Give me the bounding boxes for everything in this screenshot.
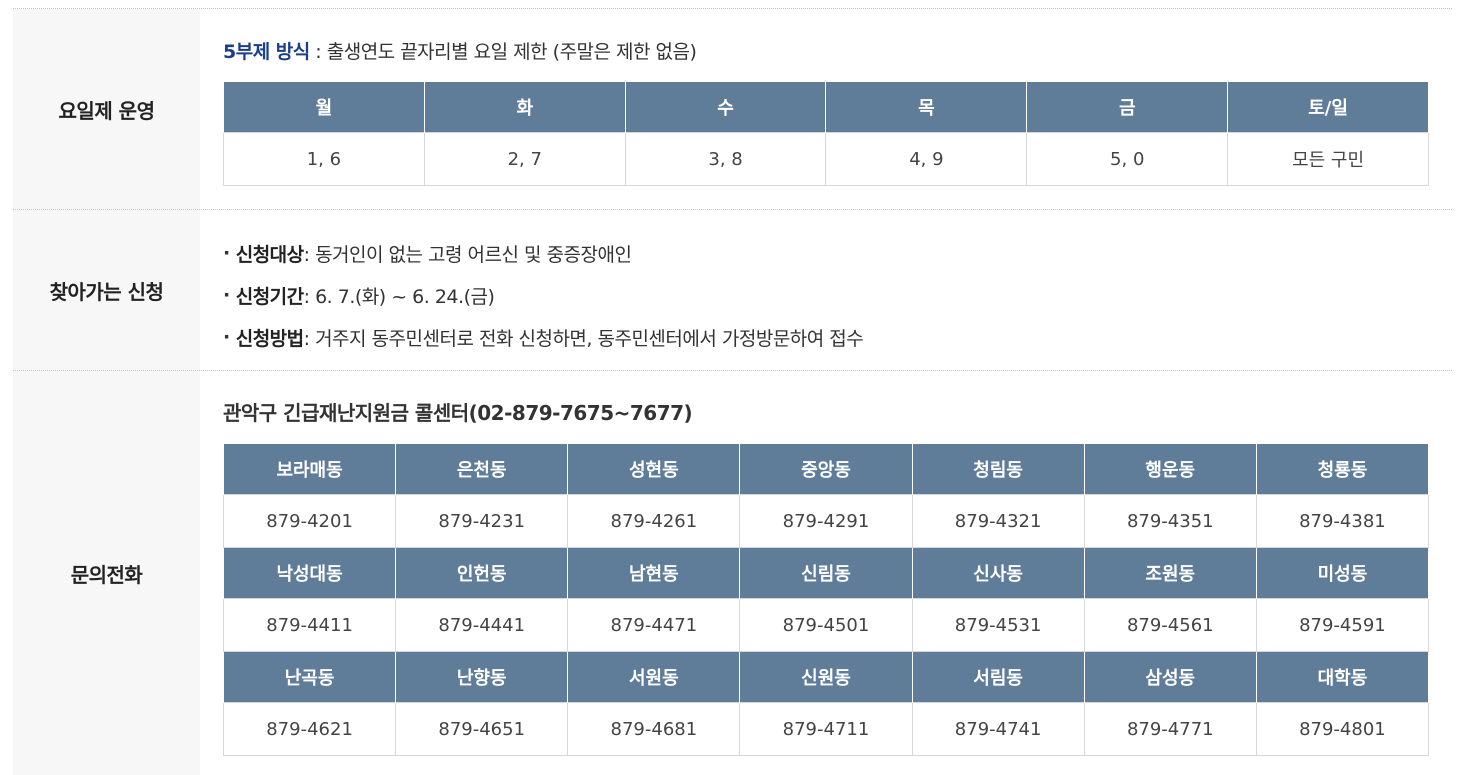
phone-number: 879-4231 (395, 494, 569, 548)
dong-name: 신사동 (911, 547, 1085, 599)
visit-list: · 신청대상 : 동거인이 없는 고령 어르신 및 중증장애인 · 신청기간 : 6… (223, 232, 864, 358)
phone-number: 879-4711 (739, 702, 913, 756)
phone-number: 879-4321 (911, 494, 1085, 548)
phone-number: 879-4501 (739, 598, 913, 652)
weekday-digits: 5, 0 (1026, 132, 1229, 186)
dong-name: 신림동 (739, 547, 913, 599)
phone-row: 879-4201 879-4231 879-4261 879-4291 879-… (222, 494, 1430, 548)
dong-name: 인헌동 (395, 547, 569, 599)
weekday-value-row: 1, 6 2, 7 3, 8 4, 9 5, 0 모든 구민 (223, 132, 1429, 186)
contact-row: 문의전화 관악구 긴급재난지원금 콜센터(02-879-7675~7677) 보… (13, 370, 1452, 775)
phone-number: 879-4441 (395, 598, 569, 652)
item-key: 신청방법 (235, 327, 304, 350)
schedule-row: 요일제 운영 5부제 방식 : 출생연도 끝자리별 요일 제한 (주말은 제한 … (13, 8, 1452, 209)
weekday-header: 토/일 (1227, 81, 1429, 133)
phone-number: 879-4381 (1255, 494, 1430, 548)
dong-name: 대학동 (1255, 651, 1430, 703)
schedule-label: 요일제 운영 (13, 9, 200, 209)
phone-number: 879-4621 (222, 702, 397, 756)
dong-name: 성현동 (567, 443, 741, 495)
dong-name: 보라매동 (222, 443, 397, 495)
weekday-table: 월 화 수 목 금 토/일 1, 6 2, 7 3, 8 4, 9 5, 0 모… (223, 81, 1429, 186)
phone-table: 보라매동 은천동 성현동 중앙동 청림동 행운동 청룡동 879-4201 87… (222, 443, 1430, 756)
list-item: · 신청방법 : 거주지 동주민센터로 전화 신청하면, 동주민센터에서 가정방문… (223, 316, 864, 358)
phone-number: 879-4291 (739, 494, 913, 548)
schedule-content: 5부제 방식 : 출생연도 끝자리별 요일 제한 (주말은 제한 없음) 월 화… (200, 9, 1452, 209)
contact-label: 문의전화 (13, 371, 200, 775)
item-text: : 거주지 동주민센터로 전화 신청하면, 동주민센터에서 가정방문하여 접수 (303, 327, 864, 350)
dong-name: 청룡동 (1255, 443, 1430, 495)
phone-number: 879-4411 (222, 598, 397, 652)
weekday-digits: 모든 구민 (1227, 132, 1429, 186)
weekday-header: 월 (223, 81, 425, 133)
dong-name: 신원동 (739, 651, 913, 703)
dong-name: 청림동 (911, 443, 1085, 495)
weekday-header: 화 (423, 81, 626, 133)
phone-number: 879-4531 (911, 598, 1085, 652)
phone-number: 879-4351 (1083, 494, 1257, 548)
phone-number: 879-4471 (567, 598, 741, 652)
weekday-digits: 2, 7 (423, 132, 626, 186)
item-key: 신청대상 (235, 243, 304, 266)
phone-number: 879-4771 (1083, 702, 1257, 756)
phone-number: 879-4651 (395, 702, 569, 756)
callcenter-title: 관악구 긴급재난지원금 콜센터(02-879-7675~7677) (223, 401, 693, 425)
dong-name: 삼성동 (1083, 651, 1257, 703)
phone-number: 879-4561 (1083, 598, 1257, 652)
phone-number: 879-4681 (567, 702, 741, 756)
weekday-digits: 4, 9 (825, 132, 1028, 186)
weekday-digits: 3, 8 (624, 132, 827, 186)
phone-number: 879-4591 (1255, 598, 1430, 652)
phone-number: 879-4741 (911, 702, 1085, 756)
list-item: · 신청기간 : 6. 7.(화) ~ 6. 24.(금) (223, 274, 863, 316)
weekday-header-row: 월 화 수 목 금 토/일 (223, 81, 1429, 133)
weekday-header: 수 (624, 81, 827, 133)
dong-name: 중앙동 (739, 443, 913, 495)
dong-header-row: 난곡동 난향동 서원동 신원동 서림동 삼성동 대학동 (222, 651, 1430, 703)
visit-label: 찾아가는 신청 (13, 210, 200, 371)
dong-name: 낙성대동 (222, 547, 397, 599)
dong-name: 행운동 (1083, 443, 1257, 495)
dong-name: 난곡동 (222, 651, 397, 703)
dong-header-row: 낙성대동 인헌동 남현동 신림동 신사동 조원동 미성동 (222, 547, 1430, 599)
phone-number: 879-4801 (1255, 702, 1430, 756)
bullet-icon: · (223, 242, 230, 264)
schedule-description: 5부제 방식 : 출생연도 끝자리별 요일 제한 (주말은 제한 없음) (223, 37, 697, 64)
visit-content: · 신청대상 : 동거인이 없는 고령 어르신 및 중증장애인 · 신청기간 : 6… (200, 210, 1452, 371)
visit-row: 찾아가는 신청 · 신청대상 : 동거인이 없는 고령 어르신 및 중증장애인 ·… (13, 209, 1452, 371)
dong-name: 남현동 (567, 547, 741, 599)
dong-header-row: 보라매동 은천동 성현동 중앙동 청림동 행운동 청룡동 (222, 443, 1430, 495)
dong-name: 조원동 (1083, 547, 1257, 599)
schedule-method: 5부제 방식 (223, 41, 310, 63)
item-key: 신청기간 (235, 285, 304, 308)
phone-number: 879-4261 (567, 494, 741, 548)
dong-name: 서림동 (911, 651, 1085, 703)
phone-number: 879-4201 (222, 494, 397, 548)
weekday-header: 금 (1026, 81, 1229, 133)
item-text: : 6. 7.(화) ~ 6. 24.(금) (303, 285, 495, 308)
dong-name: 난향동 (395, 651, 569, 703)
bullet-icon: · (223, 326, 230, 348)
schedule-method-detail: : 출생연도 끝자리별 요일 제한 (주말은 제한 없음) (309, 41, 697, 63)
phone-row: 879-4621 879-4651 879-4681 879-4711 879-… (222, 702, 1430, 756)
item-text: : 동거인이 없는 고령 어르신 및 중증장애인 (303, 243, 632, 266)
dong-name: 서원동 (567, 651, 741, 703)
contact-content: 관악구 긴급재난지원금 콜센터(02-879-7675~7677) 보라매동 은… (200, 371, 1452, 775)
dong-name: 미성동 (1255, 547, 1430, 599)
phone-row: 879-4411 879-4441 879-4471 879-4501 879-… (222, 598, 1430, 652)
list-item: · 신청대상 : 동거인이 없는 고령 어르신 및 중증장애인 (223, 232, 863, 274)
dong-name: 은천동 (395, 443, 569, 495)
weekday-header: 목 (825, 81, 1028, 133)
bullet-icon: · (223, 284, 230, 306)
weekday-digits: 1, 6 (223, 132, 425, 186)
